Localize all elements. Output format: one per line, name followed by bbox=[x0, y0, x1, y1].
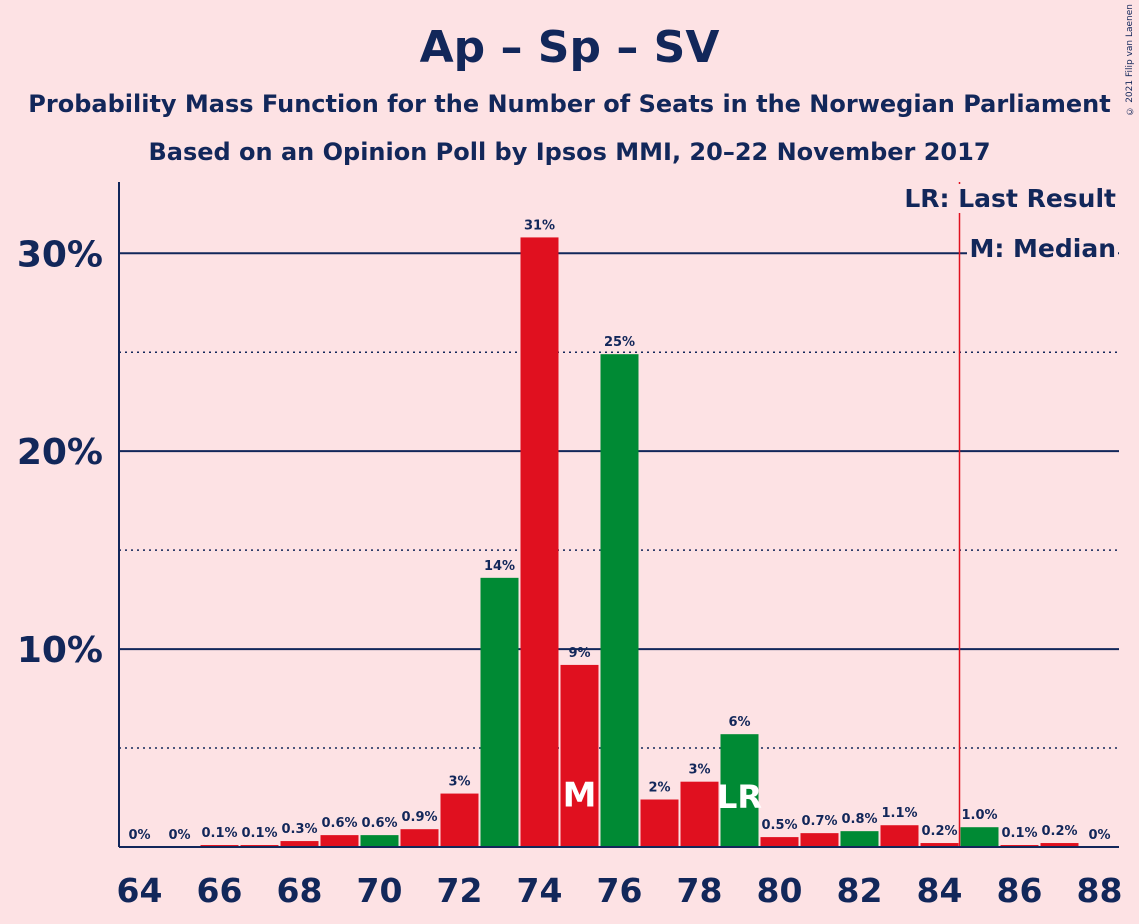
bar-value-label: 0.1% bbox=[201, 826, 237, 841]
bar-value-label: 0.7% bbox=[801, 814, 837, 829]
bar bbox=[520, 237, 559, 847]
y-tick-label: 20% bbox=[17, 432, 103, 473]
bar bbox=[960, 827, 999, 847]
bar-value-label: 0.1% bbox=[241, 826, 277, 841]
x-tick-label: 80 bbox=[757, 871, 803, 910]
last-result-marker: LR bbox=[717, 778, 762, 816]
chart-subtitle: Probability Mass Function for the Number… bbox=[28, 90, 1111, 118]
x-tick-label: 66 bbox=[197, 871, 243, 910]
bar-value-label: 6% bbox=[728, 715, 750, 730]
bar bbox=[600, 354, 639, 847]
bar bbox=[680, 781, 719, 847]
bar bbox=[800, 833, 839, 847]
median-marker: M bbox=[563, 775, 597, 815]
bar bbox=[400, 829, 439, 847]
bar bbox=[720, 734, 759, 847]
y-tick-label: 10% bbox=[17, 630, 103, 671]
x-tick-label: 82 bbox=[837, 871, 883, 910]
x-tick-label: 64 bbox=[117, 871, 163, 910]
bar bbox=[760, 837, 799, 847]
y-tick-label: 30% bbox=[17, 234, 103, 275]
bar-value-label: 3% bbox=[448, 775, 470, 790]
x-tick-label: 84 bbox=[917, 871, 963, 910]
bar-value-label: 1.0% bbox=[961, 808, 997, 823]
bar-value-label: 2% bbox=[648, 781, 670, 796]
chart-subtitle-poll: Based on an Opinion Poll by Ipsos MMI, 2… bbox=[148, 138, 991, 166]
bar bbox=[560, 664, 599, 847]
bar bbox=[640, 799, 679, 847]
bar-value-label: 14% bbox=[484, 559, 515, 574]
x-tick-label: 88 bbox=[1077, 871, 1123, 910]
bar-value-label: 0.6% bbox=[321, 816, 357, 831]
bar bbox=[880, 825, 919, 847]
bar-value-label: 31% bbox=[524, 218, 555, 233]
legend-last-result: LR: Last Result bbox=[902, 184, 1118, 213]
x-tick-label: 76 bbox=[597, 871, 643, 910]
bar-value-label: 3% bbox=[688, 763, 710, 778]
x-tick-label: 70 bbox=[357, 871, 403, 910]
bar-value-label: 0.6% bbox=[361, 816, 397, 831]
bar bbox=[480, 577, 519, 847]
bar-value-label: 0% bbox=[168, 828, 190, 843]
bar bbox=[280, 841, 319, 847]
bar bbox=[920, 843, 959, 847]
bar-value-label: 0.2% bbox=[1041, 824, 1077, 839]
x-tick-label: 72 bbox=[437, 871, 483, 910]
bar-value-label: 0% bbox=[128, 828, 150, 843]
bar bbox=[440, 793, 479, 847]
x-tick-label: 86 bbox=[997, 871, 1043, 910]
bar-value-label: 0.5% bbox=[761, 818, 797, 833]
x-tick-label: 68 bbox=[277, 871, 323, 910]
bar-value-label: 0.9% bbox=[401, 810, 437, 825]
bar bbox=[1040, 843, 1079, 847]
bar-value-label: 0% bbox=[1088, 828, 1110, 843]
bar-value-label: 0.3% bbox=[281, 822, 317, 837]
bar-value-label: 0.2% bbox=[921, 824, 957, 839]
bar bbox=[360, 835, 399, 847]
bar-value-label: 0.8% bbox=[841, 812, 877, 827]
bar bbox=[840, 831, 879, 847]
bar-value-label: 1.1% bbox=[881, 806, 917, 821]
x-tick-label: 74 bbox=[517, 871, 563, 910]
bar bbox=[320, 835, 359, 847]
chart-title: Ap – Sp – SV bbox=[419, 22, 720, 73]
bar-value-label: 25% bbox=[604, 335, 635, 350]
legend-median: M: Median bbox=[967, 234, 1118, 263]
x-tick-label: 78 bbox=[677, 871, 723, 910]
bar-value-label: 9% bbox=[568, 646, 590, 661]
bar-value-label: 0.1% bbox=[1001, 826, 1037, 841]
